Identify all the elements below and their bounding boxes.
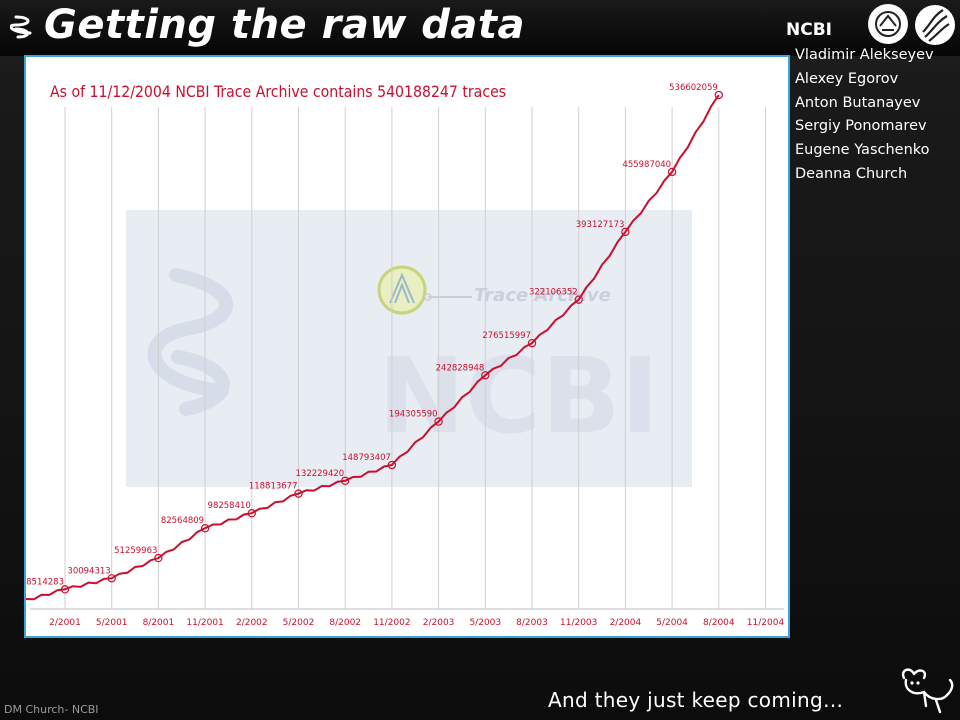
credit-name: Deanna Church	[795, 165, 908, 182]
credit-name: Anton Butanayev	[795, 94, 921, 111]
x-tick-label: 5/2002	[283, 618, 315, 628]
x-tick-label: 8/2004	[703, 618, 735, 628]
data-label: 18514283	[26, 577, 64, 587]
x-tick-label: 11/2004	[747, 618, 785, 628]
x-tick-label: 11/2003	[560, 618, 597, 628]
credit-name: Alexey Egorov	[795, 70, 899, 87]
chart-x-ticks: 2/2001 5/2001 8/2001 11/2001 2/2002 5/2002 8/2…	[49, 618, 784, 628]
data-point	[247, 509, 256, 518]
data-point	[60, 585, 70, 594]
footer-tagline: And they just keep coming…	[548, 688, 844, 712]
data-point	[621, 227, 630, 237]
data-label: 30094313	[67, 566, 110, 576]
data-point	[200, 524, 210, 533]
page-title: Getting the raw data	[44, 2, 525, 48]
data-point	[434, 417, 443, 426]
x-tick-label: 8/2003	[516, 618, 548, 628]
data-label: 51259963	[114, 546, 157, 556]
data-label: 536602059	[669, 83, 718, 93]
org-label: NCBI	[786, 20, 832, 40]
x-tick-label: 11/2001	[186, 618, 223, 628]
data-label: 194305590	[389, 410, 438, 420]
x-tick-label: 2/2003	[423, 618, 455, 628]
data-label: 242828948	[436, 363, 485, 373]
x-tick-label: 8/2001	[143, 618, 175, 628]
chart-frame: NCBI Trace Archive 482460318514283300943…	[24, 55, 790, 638]
x-tick-label: 11/2002	[373, 618, 410, 628]
x-tick-label: 5/2003	[469, 618, 501, 628]
data-point	[527, 338, 537, 348]
ncbi-watermark: NCBI Trace Archive	[126, 210, 692, 487]
data-point	[294, 489, 303, 498]
data-point	[481, 371, 490, 380]
chart-gridlines	[30, 107, 784, 610]
hhs-eagle-icon	[915, 5, 955, 45]
trace-count-line	[26, 94, 720, 601]
data-label: 322106352	[529, 288, 578, 298]
data-label: 455987040	[622, 160, 671, 170]
chart-title: As of 11/12/2004 NCBI Trace Archive cont…	[50, 82, 507, 101]
data-label: 148793407	[342, 453, 391, 463]
x-tick-label: 5/2001	[96, 618, 128, 628]
data-point	[341, 476, 350, 486]
nih-seal-icon	[868, 4, 908, 44]
credit-name: Sergiy Ponomarev	[795, 118, 927, 135]
data-point	[154, 553, 163, 563]
data-label: 118813677	[249, 482, 298, 492]
cartoon-mouse-icon	[901, 668, 954, 714]
credit-name: Eugene Yaschenko	[795, 142, 930, 159]
x-tick-label: 8/2002	[329, 618, 361, 628]
trace-growth-chart: NCBI Trace Archive 482460318514283300943…	[26, 83, 784, 628]
footer-credit: DM Church- NCBI	[4, 703, 99, 716]
chart-line-layer	[26, 94, 720, 601]
chart-data-labels: 4824603185142833009431351259963825648099…	[26, 83, 718, 587]
chart-markers	[60, 90, 724, 594]
x-tick-label: 2/2001	[49, 618, 81, 628]
data-label: 393127173	[576, 220, 625, 230]
data-point	[667, 167, 677, 177]
x-tick-label: 2/2004	[610, 618, 642, 628]
data-label: 276515997	[482, 331, 531, 341]
dna-helix-icon	[10, 15, 32, 39]
title-bar: Getting the raw data	[0, 0, 960, 56]
ncbi-watermark-text: NCBI	[378, 335, 659, 457]
data-point	[714, 90, 724, 100]
x-tick-label: 5/2004	[656, 618, 688, 628]
credits-list: Vladimir Alekseyev Alexey Egorov Anton B…	[795, 44, 934, 187]
data-label: 82564809	[161, 516, 204, 526]
x-tick-label: 2/2002	[236, 618, 268, 628]
data-label: 132229420	[296, 469, 345, 479]
credit-name: Vladimir Alekseyev	[795, 47, 934, 63]
data-point	[574, 295, 583, 304]
data-point	[107, 574, 116, 583]
data-point	[387, 460, 397, 470]
data-label: 98258410	[208, 501, 251, 511]
